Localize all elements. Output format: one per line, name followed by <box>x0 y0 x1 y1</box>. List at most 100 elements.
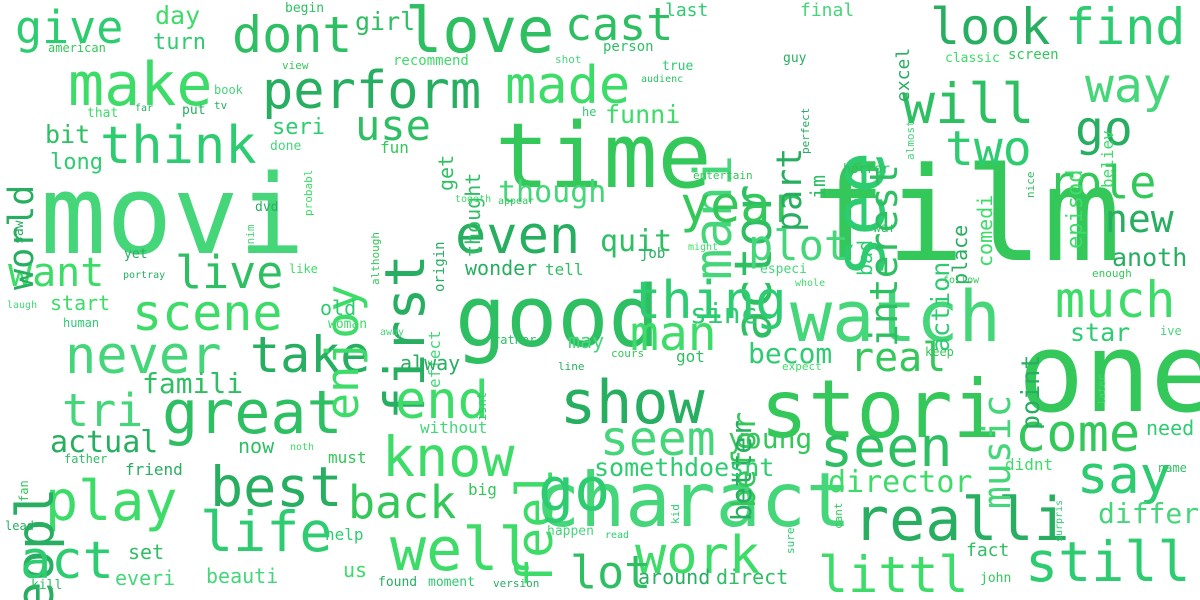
word-cant-176: cant <box>832 502 845 530</box>
word-put-113: put <box>182 103 206 118</box>
word-enough-134: enough <box>1092 267 1132 280</box>
word-look-21: look <box>930 0 1051 56</box>
word-watch-7: watch <box>790 276 1001 358</box>
word-real-62: real <box>850 335 947 381</box>
word-isnt-167: isnt <box>475 391 489 421</box>
word-surpris-177: surpris <box>1054 499 1065 542</box>
word-show-14: show <box>560 368 705 438</box>
word-though-89: though <box>498 175 607 210</box>
word-away-156: away <box>380 327 405 338</box>
word-make-9: make <box>68 50 213 120</box>
word-great-12: great <box>162 378 343 448</box>
word-life-45: life <box>200 500 333 564</box>
word-thought-122: thought <box>461 172 485 257</box>
word-much-34: much <box>1055 271 1176 329</box>
word-becom-83: becom <box>748 337 833 370</box>
word-anim-145: anim <box>244 224 257 252</box>
word-plot-67: plot <box>748 221 850 270</box>
word-funni-91: funni <box>605 100 681 129</box>
word-year-31: year <box>680 176 801 234</box>
word-someth-85: someth <box>594 453 685 482</box>
word-he-116: he <box>582 105 597 119</box>
word-music-63: music <box>975 394 1019 509</box>
word-quit-90: quit <box>600 224 673 259</box>
word-point-78: point <box>1016 354 1045 430</box>
word-bad-132: bad <box>853 239 877 276</box>
word-thing-33: thing <box>630 271 787 331</box>
word-stori-5: stori <box>760 363 1001 456</box>
word-time-3: time <box>495 104 712 209</box>
word-must-173: must <box>328 448 367 467</box>
word-read-185: read <box>605 530 630 541</box>
word-shot-106: shot <box>555 53 582 66</box>
word-tri-65: tri <box>62 384 144 437</box>
word-help-182: help <box>325 525 364 544</box>
word-wonder-141: wonder <box>465 256 538 280</box>
word-nice-128: nice <box>1024 171 1037 199</box>
word-role-54: role <box>1048 156 1157 209</box>
word-say-48: say <box>1077 446 1171 506</box>
word-got-161: got <box>676 347 705 366</box>
word-rather-157: rather <box>493 333 537 347</box>
word-father-171: father <box>64 452 108 466</box>
word-kid-175: kid <box>669 503 682 524</box>
word-live-39: live <box>175 246 284 299</box>
word-book-111: book <box>214 83 243 97</box>
word-found-192: found <box>378 575 418 590</box>
word-ive-166: ive <box>1160 324 1182 338</box>
word-girl-97: girl <box>355 7 416 36</box>
word-director-71: director <box>828 465 973 500</box>
word-say-47: say <box>1077 446 1171 506</box>
word-especi-137: especi <box>760 262 807 277</box>
word-famili-81: famili <box>142 367 244 400</box>
word-old-154: old <box>320 296 357 320</box>
word-best-42: best <box>210 455 343 519</box>
word-done-124: done <box>270 139 302 154</box>
word-episod-73: episod <box>1063 169 1088 250</box>
word-guy-105: guy <box>783 51 807 66</box>
word-perfect-117: perfect <box>799 107 812 155</box>
word-lead-180: lead <box>5 519 34 533</box>
word-cours-160: cours <box>611 347 645 360</box>
word-actual-80: actual <box>50 425 159 460</box>
word-go-199: go <box>538 455 611 525</box>
word-well-13: well <box>390 515 535 585</box>
word-appear-197: appear <box>498 196 535 207</box>
word-part-61: part <box>770 147 810 232</box>
word-sure-186: sure <box>784 527 797 555</box>
word-young-82: young <box>728 422 813 455</box>
word-version-194: version <box>493 577 540 590</box>
word-love-10: love <box>405 0 555 67</box>
word-bit-92: bit <box>45 120 91 149</box>
word-think-29: think <box>100 116 257 176</box>
word-movi-1: movi <box>40 151 305 279</box>
word-turn-96: turn <box>153 30 206 55</box>
word-entertain-126: entertain <box>693 169 753 182</box>
word-keep-163: keep <box>925 345 954 359</box>
word-yet-148: yet <box>124 247 148 262</box>
word-kill-191: kill <box>31 578 63 593</box>
word-dvd-146: dvd <box>255 200 279 215</box>
word-perform-25: perform <box>262 61 482 121</box>
word-know-30: know <box>382 425 515 489</box>
word-play-17: play <box>45 469 178 533</box>
word-seen-16: seen <box>820 415 953 479</box>
word-good-4: good <box>455 268 660 367</box>
word-film-0: film <box>808 139 1122 291</box>
word-human-152: human <box>63 316 100 330</box>
word-will-23: will <box>902 72 1035 136</box>
word-follow-135: follow <box>943 275 980 286</box>
word-show-15: show <box>560 368 705 438</box>
word-excel-119: excel <box>893 47 914 102</box>
word-take-35: take <box>250 326 371 384</box>
word-fan-179: fan <box>17 479 31 502</box>
word-scene-37: scene <box>132 284 283 342</box>
word-want-59: want <box>8 250 105 296</box>
word-give-56: give <box>15 1 124 54</box>
word-line-164: line <box>558 360 585 373</box>
word-horror-127: horror <box>843 162 890 177</box>
word-true-109: true <box>662 59 694 74</box>
word-might-138: might <box>688 242 719 253</box>
word-fact-187: fact <box>966 540 1010 561</box>
